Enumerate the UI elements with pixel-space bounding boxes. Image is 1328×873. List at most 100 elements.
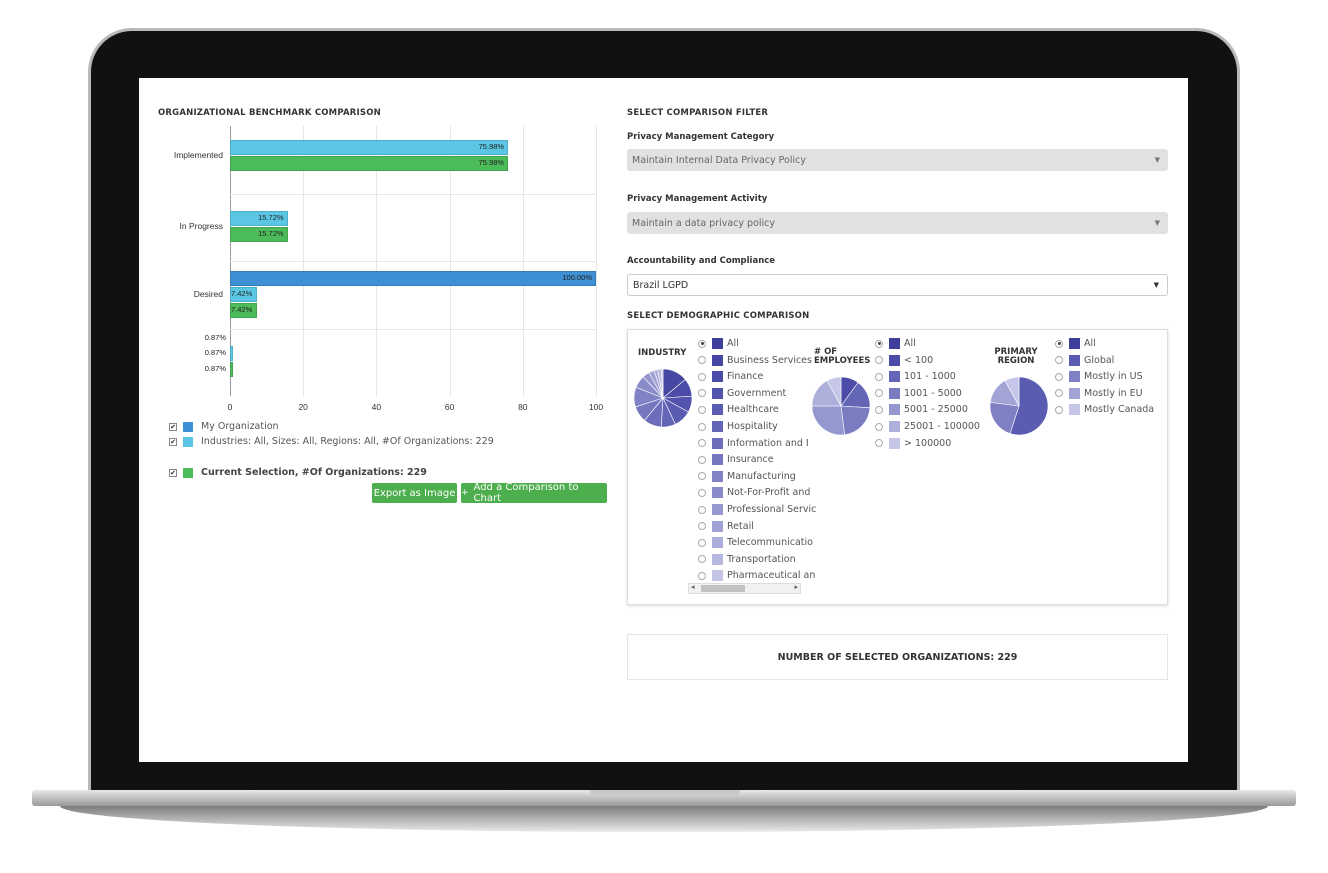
- legend-checkbox[interactable]: ✔: [169, 468, 177, 477]
- legend-checkbox[interactable]: ✔: [169, 437, 177, 446]
- demographic-option[interactable]: Finance: [698, 369, 763, 384]
- option-swatch: [889, 421, 900, 432]
- demographic-option[interactable]: Mostly in US: [1055, 369, 1143, 384]
- pie-slice: [1004, 376, 1020, 407]
- activity-select[interactable]: Maintain a data privacy policy ▼: [627, 212, 1168, 234]
- bar[interactable]: [230, 139, 509, 155]
- laptop-notch: [590, 790, 740, 797]
- employees-pie-chart: [811, 376, 871, 436]
- radio-button[interactable]: [875, 372, 883, 381]
- demographic-option[interactable]: Telecommunicatio: [698, 535, 813, 550]
- bar[interactable]: [230, 211, 288, 227]
- scroll-right-icon[interactable]: ▸: [794, 584, 798, 591]
- option-label: Mostly in US: [1084, 371, 1143, 383]
- radio-button[interactable]: [698, 522, 706, 531]
- demographic-option[interactable]: 25001 - 100000: [875, 419, 980, 434]
- radio-button[interactable]: [698, 505, 706, 514]
- radio-button[interactable]: [698, 422, 706, 431]
- radio-button[interactable]: [698, 472, 706, 481]
- option-label: Government: [727, 387, 787, 399]
- demographic-option[interactable]: < 100: [875, 353, 933, 368]
- demographic-option[interactable]: Global: [1055, 353, 1114, 368]
- bar[interactable]: [230, 270, 596, 286]
- demographic-option[interactable]: Business Services: [698, 353, 812, 368]
- bar-value-label: 75.98%: [478, 157, 505, 167]
- demographic-option[interactable]: 1001 - 5000: [875, 386, 962, 401]
- legend-swatch: [183, 421, 193, 432]
- radio-button[interactable]: [1055, 356, 1063, 365]
- bar[interactable]: [230, 302, 258, 318]
- radio-button[interactable]: [1055, 339, 1063, 348]
- demographic-option[interactable]: All: [1055, 336, 1096, 351]
- selected-organizations-count: NUMBER OF SELECTED ORGANIZATIONS: 229: [627, 634, 1168, 680]
- demographic-option[interactable]: Hospitality: [698, 419, 778, 434]
- y-gridline: [230, 193, 596, 195]
- radio-button[interactable]: [875, 439, 883, 448]
- radio-button[interactable]: [698, 439, 706, 448]
- demographic-option[interactable]: Professional Servic: [698, 502, 816, 517]
- demographic-option[interactable]: Pharmaceutical an: [698, 568, 815, 583]
- radio-button[interactable]: [875, 389, 883, 398]
- radio-button[interactable]: [1055, 372, 1063, 381]
- radio-button[interactable]: [698, 372, 706, 381]
- demographic-option[interactable]: Not-For-Profit and: [698, 485, 810, 500]
- radio-button[interactable]: [1055, 405, 1063, 414]
- scrollbar-thumb[interactable]: [701, 585, 745, 592]
- compliance-select[interactable]: Brazil LGPD ▼: [627, 274, 1168, 296]
- demographic-option[interactable]: Transportation: [698, 552, 796, 567]
- radio-button[interactable]: [698, 356, 706, 365]
- radio-button[interactable]: [875, 339, 883, 348]
- demographic-option[interactable]: > 100000: [875, 436, 951, 451]
- employees-title: # OF EMPLOYEES: [814, 348, 874, 366]
- bar[interactable]: [230, 362, 234, 378]
- radio-button[interactable]: [875, 422, 883, 431]
- demographic-option[interactable]: Mostly in EU: [1055, 386, 1143, 401]
- radio-button[interactable]: [875, 405, 883, 414]
- add-comparison-button[interactable]: + Add a Comparison to Chart: [461, 482, 607, 504]
- radio-button[interactable]: [698, 405, 706, 414]
- demographic-option[interactable]: Information and I: [698, 436, 809, 451]
- radio-button[interactable]: [698, 538, 706, 547]
- pie-slice: [826, 376, 842, 407]
- bar[interactable]: [230, 227, 288, 243]
- radio-button[interactable]: [698, 455, 706, 464]
- option-swatch: [889, 387, 900, 399]
- radio-button[interactable]: [698, 571, 706, 580]
- bar[interactable]: [230, 155, 509, 171]
- demographic-option[interactable]: Insurance: [698, 452, 774, 467]
- employees-title-line2: EMPLOYEES: [814, 356, 871, 366]
- legend-my-organization[interactable]: ✔ My Organization: [169, 421, 279, 432]
- legend-industries[interactable]: ✔ Industries: All, Sizes: All, Regions: …: [169, 436, 494, 447]
- radio-button[interactable]: [698, 488, 706, 497]
- demographic-option[interactable]: Retail: [698, 519, 754, 534]
- demographic-option[interactable]: All: [875, 336, 916, 351]
- bar[interactable]: [230, 286, 258, 302]
- scroll-left-icon[interactable]: ◂: [691, 584, 695, 591]
- demographic-option[interactable]: Government: [698, 386, 786, 401]
- option-swatch: [712, 437, 723, 449]
- option-swatch: [712, 371, 723, 383]
- radio-button[interactable]: [698, 555, 706, 564]
- option-swatch: [889, 371, 900, 383]
- category-select[interactable]: Maintain Internal Data Privacy Policy ▼: [627, 149, 1168, 171]
- option-swatch: [712, 553, 723, 565]
- demographic-option[interactable]: Manufacturing: [698, 469, 796, 484]
- demographic-option[interactable]: All: [698, 336, 739, 351]
- industry-scrollbar[interactable]: ◂ ▸: [688, 583, 801, 594]
- radio-button[interactable]: [698, 389, 706, 398]
- demographic-option[interactable]: 5001 - 25000: [875, 402, 968, 417]
- export-image-button[interactable]: Export as Image: [372, 483, 457, 503]
- radio-button[interactable]: [1055, 389, 1063, 398]
- legend-checkbox[interactable]: ✔: [169, 422, 177, 431]
- radio-button[interactable]: [698, 339, 706, 348]
- region-title-line1: PRIMARY: [994, 347, 1038, 357]
- option-label: Telecommunicatio: [727, 537, 813, 549]
- demographic-option[interactable]: 101 - 1000: [875, 369, 956, 384]
- bar[interactable]: [230, 346, 234, 362]
- demographic-option[interactable]: Mostly Canada: [1055, 402, 1154, 417]
- demographic-option[interactable]: Healthcare: [698, 402, 779, 417]
- radio-button[interactable]: [875, 356, 883, 365]
- legend-current-selection[interactable]: ✔ Current Selection, #Of Organizations: …: [169, 467, 427, 478]
- bar-value-label: 15.72%: [258, 229, 284, 239]
- option-swatch: [712, 470, 723, 482]
